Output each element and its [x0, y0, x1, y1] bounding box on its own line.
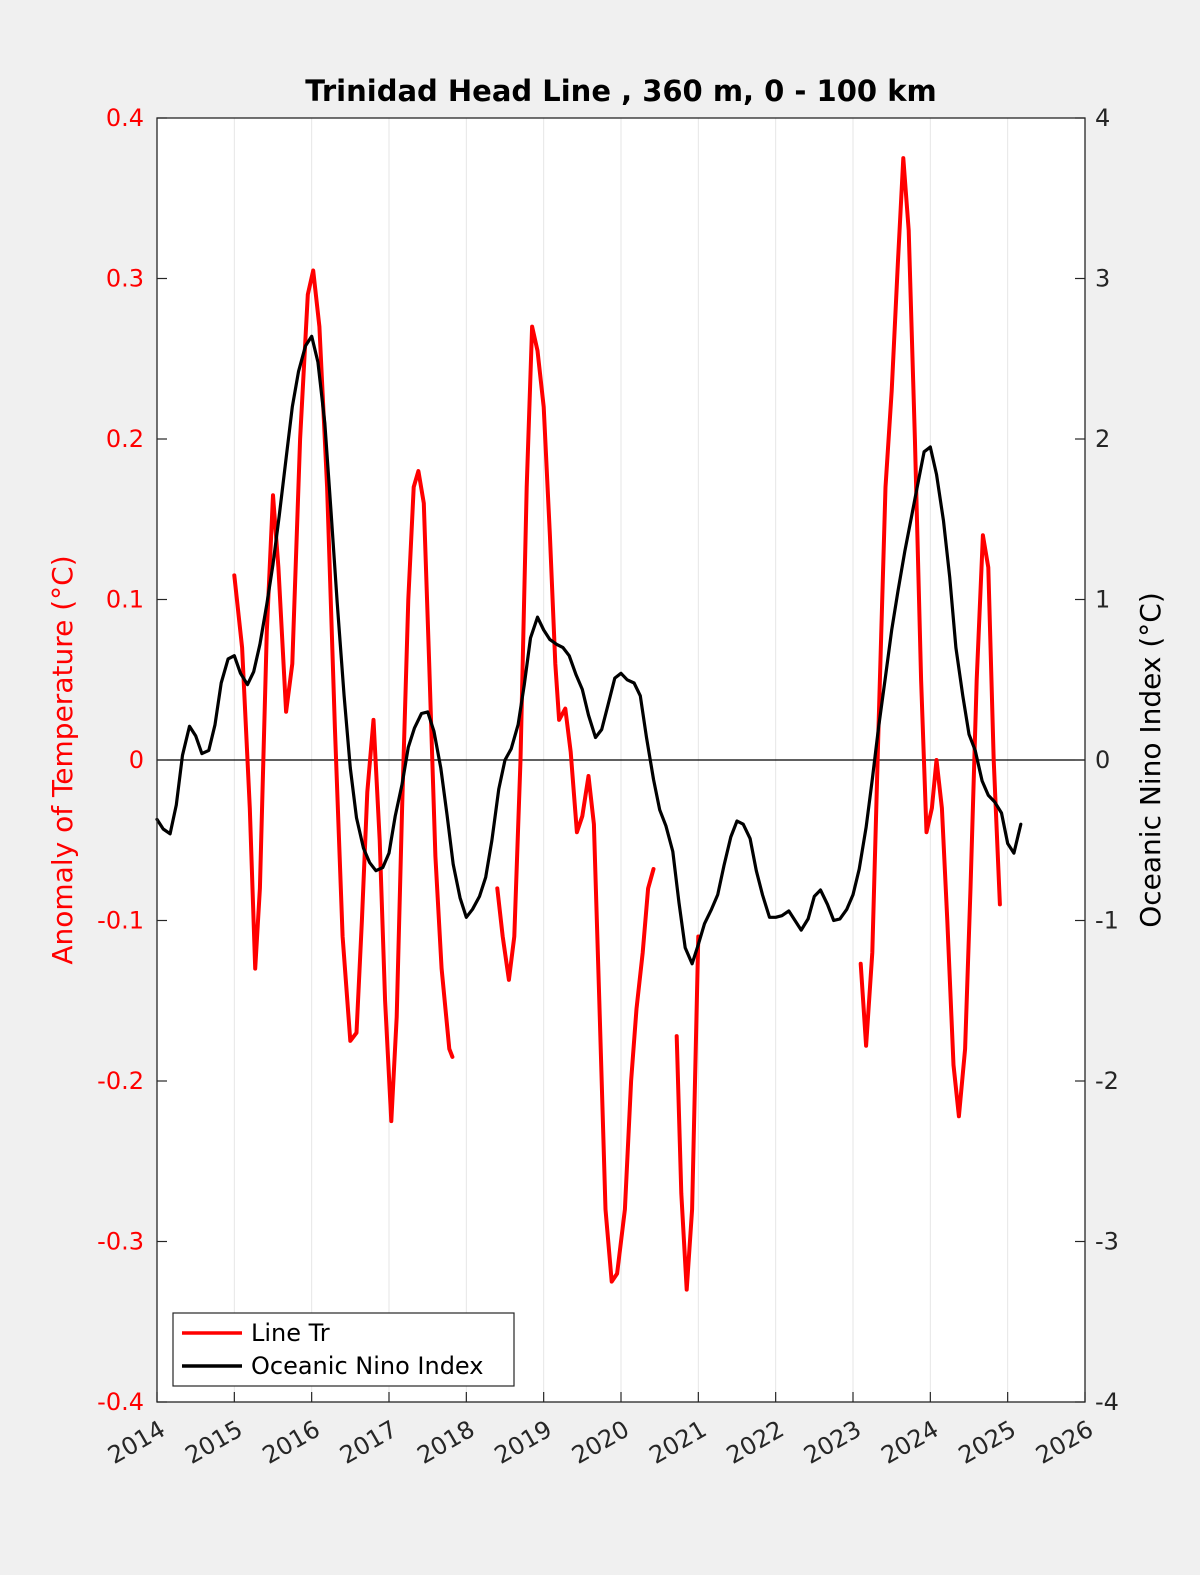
left-tick-label: -0.3: [97, 1228, 144, 1256]
right-tick-label: -2: [1095, 1067, 1119, 1095]
right-axis-label: Oceanic Nino Index (°C): [1134, 592, 1167, 928]
right-tick-label: -4: [1095, 1388, 1119, 1416]
left-axis-label: Anomaly of Temperature (°C): [46, 555, 79, 964]
left-tick-label: -0.2: [97, 1067, 144, 1095]
left-tick-label: 0: [129, 746, 144, 774]
legend-label-line-tr: Line Tr: [251, 1319, 330, 1347]
right-tick-label: 1: [1095, 586, 1110, 614]
series-line-tr-segment-0: [232, 268, 455, 1124]
left-tick-label: -0.1: [97, 907, 144, 935]
series-oni-segment-0: [155, 334, 1023, 966]
legend-label-oni: Oceanic Nino Index: [251, 1352, 483, 1380]
legend-box: [172, 1312, 515, 1387]
left-tick-label: -0.4: [97, 1388, 144, 1416]
right-tick-label: 4: [1095, 104, 1110, 132]
right-tick-label: -1: [1095, 907, 1119, 935]
left-tick-label: 0.4: [106, 104, 144, 132]
left-tick-label: 0.1: [106, 586, 144, 614]
left-axis-ticks: -0.4 -0.3 -0.2 -0.1 0 0.1 0.2 0.3 0.4: [97, 104, 167, 1416]
right-tick-label: 2: [1095, 425, 1110, 453]
legend: Line Tr Oceanic Nino Index: [172, 1312, 515, 1387]
left-tick-label: 0.3: [106, 265, 144, 293]
series-line-tr-segment-1: [495, 324, 656, 1284]
right-tick-label: -3: [1095, 1228, 1119, 1256]
series-line-tr-segment-3: [858, 156, 1002, 1119]
right-tick-label: 0: [1095, 746, 1110, 774]
chart-title: Trinidad Head Line , 360 m, 0 - 100 km: [305, 74, 936, 108]
series-layer: [155, 156, 1023, 1292]
right-tick-label: 3: [1095, 265, 1110, 293]
right-axis-ticks: -4 -3 -2 -1 0 1 2 3 4: [1075, 104, 1119, 1416]
series-line-tr-segment-2: [674, 934, 701, 1292]
left-tick-label: 0.2: [106, 425, 144, 453]
